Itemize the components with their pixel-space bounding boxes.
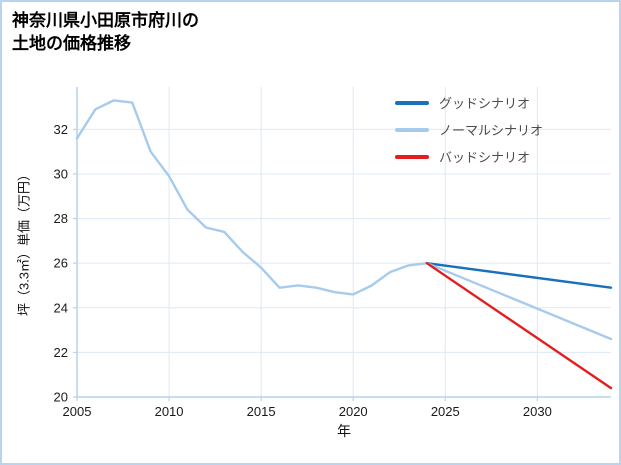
bad-scenario-legend-label: バッドシナリオ: [439, 150, 531, 165]
chart-legend: グッドシナリオ ノーマルシナリオ バッドシナリオ: [395, 94, 543, 165]
normal-scenario-line: [425, 261, 613, 341]
chart-title-line-1: 神奈川県小田原市府川の: [12, 11, 199, 30]
normal-scenario-line-swatch: [395, 127, 429, 132]
normal-scenario-legend-label: ノーマルシナリオ: [439, 123, 544, 138]
y-tick-label: 22: [54, 345, 68, 360]
y-tick-label: 20: [54, 390, 68, 405]
x-tick-label: 2005: [63, 404, 92, 419]
x-tick-label: 2015: [247, 404, 276, 419]
good-scenario-line-swatch: [395, 100, 429, 105]
x-tick-label: 2010: [155, 404, 184, 419]
x-axis-label: 年: [337, 423, 351, 439]
y-tick-label: 32: [54, 122, 68, 137]
legend-item-bad-scenario: バッドシナリオ: [395, 148, 543, 165]
y-tick-label: 28: [54, 211, 68, 226]
tick-marks: [73, 128, 538, 401]
y-tick-label: 24: [54, 300, 68, 315]
legend-item-normal-scenario: ノーマルシナリオ: [395, 121, 543, 138]
good-scenario-line: [425, 261, 613, 289]
history-price-line: [75, 99, 429, 296]
chart-title: 神奈川県小田原市府川の 土地の価格推移: [12, 10, 199, 56]
legend-item-good-scenario: グッドシナリオ: [395, 94, 543, 111]
x-tick-label: 2020: [339, 404, 368, 419]
bad-scenario-line: [425, 261, 613, 390]
tick-labels: 2005 2010 2015 2020 2025 2030 20 22 24 26 28 30 32: [54, 122, 552, 419]
good-scenario-legend-label: グッドシナリオ: [439, 96, 531, 111]
x-tick-label: 2030: [523, 404, 552, 419]
y-tick-label: 30: [54, 166, 68, 181]
chart-title-line-2: 土地の価格推移: [12, 33, 131, 53]
y-tick-label: 26: [54, 256, 68, 271]
y-axis-label: 坪（3.3㎡）単価（万円）: [16, 167, 32, 317]
x-tick-label: 2025: [431, 404, 460, 419]
bad-scenario-line-swatch: [395, 154, 429, 159]
